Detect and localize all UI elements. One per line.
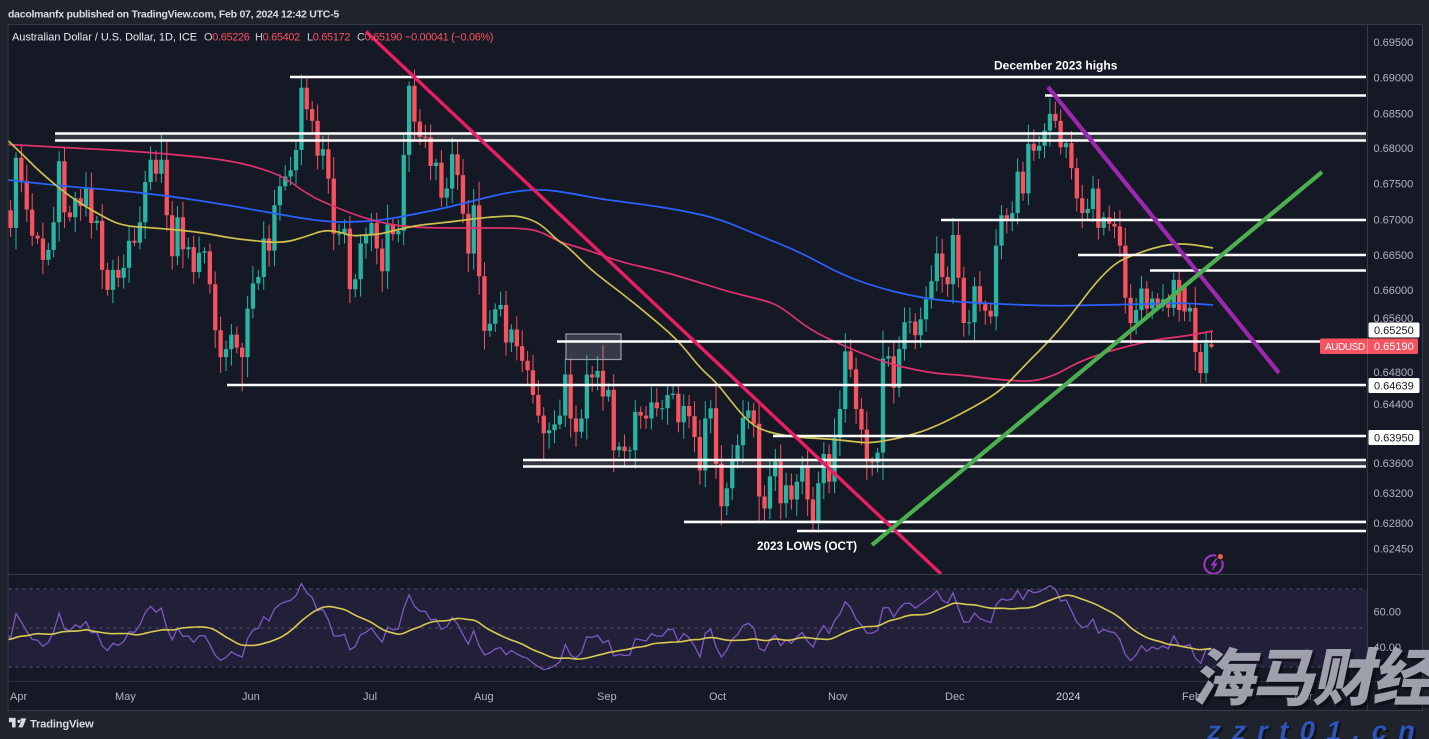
svg-text:0.67000: 0.67000 [1374,214,1414,226]
svg-text:0.63950: 0.63950 [1374,433,1414,445]
svg-text:0.65600: 0.65600 [1374,313,1414,325]
svg-text:60.00: 60.00 [1374,606,1402,618]
svg-text:zzrt01.cn: zzrt01.cn [1207,717,1429,739]
svg-text:dacolmanfx published on Tradin: dacolmanfx published on TradingView.com,… [8,9,339,21]
svg-text:Sep: Sep [597,691,617,703]
svg-text:AUDUSD: AUDUSD [1325,342,1365,353]
svg-text:O0.65226: O0.65226 [204,32,250,44]
svg-text:zzrt01.cn: zzrt01.cn [1204,715,1429,739]
svg-text:0.63200: 0.63200 [1374,488,1414,500]
svg-text:−0.00041 (−0.06%): −0.00041 (−0.06%) [405,32,493,44]
svg-text:0.65250: 0.65250 [1374,325,1414,337]
svg-text:Jun: Jun [242,691,260,703]
svg-text:Nov: Nov [828,691,848,703]
svg-text:H0.65402: H0.65402 [255,32,300,44]
svg-text:0.68000: 0.68000 [1374,143,1414,155]
svg-text:Oct: Oct [709,691,726,703]
svg-text:0.66000: 0.66000 [1374,285,1414,297]
svg-text:0.69500: 0.69500 [1374,37,1414,49]
svg-text:Apr: Apr [10,691,27,703]
svg-text:0.62800: 0.62800 [1374,518,1414,530]
svg-text:0.65190: 0.65190 [1374,341,1414,353]
svg-text:0.67500: 0.67500 [1374,179,1414,191]
svg-text:2024: 2024 [1056,691,1080,703]
svg-text:0.69000: 0.69000 [1374,73,1414,85]
svg-text:0.64800: 0.64800 [1374,367,1414,379]
svg-text:0.64400: 0.64400 [1374,399,1414,411]
svg-text:0.66500: 0.66500 [1374,250,1414,262]
svg-text:Dec: Dec [945,691,965,703]
svg-text:C0.65190: C0.65190 [357,32,402,44]
svg-text:December 2023 highs: December 2023 highs [994,59,1118,73]
svg-text:May: May [115,691,136,703]
svg-text:0.63600: 0.63600 [1374,458,1414,470]
svg-text:0.62450: 0.62450 [1374,544,1414,556]
svg-text:TradingView: TradingView [30,719,94,731]
svg-text:Jul: Jul [363,691,377,703]
svg-text:Aug: Aug [474,691,494,703]
svg-text:2023 LOWS (OCT): 2023 LOWS (OCT) [757,540,857,553]
svg-text:L0.65172: L0.65172 [307,32,350,44]
svg-text:0.64639: 0.64639 [1374,381,1414,393]
svg-text:Australian Dollar / U.S. Dolla: Australian Dollar / U.S. Dollar, 1D, ICE [12,32,197,44]
svg-text:0.68500: 0.68500 [1374,108,1414,120]
